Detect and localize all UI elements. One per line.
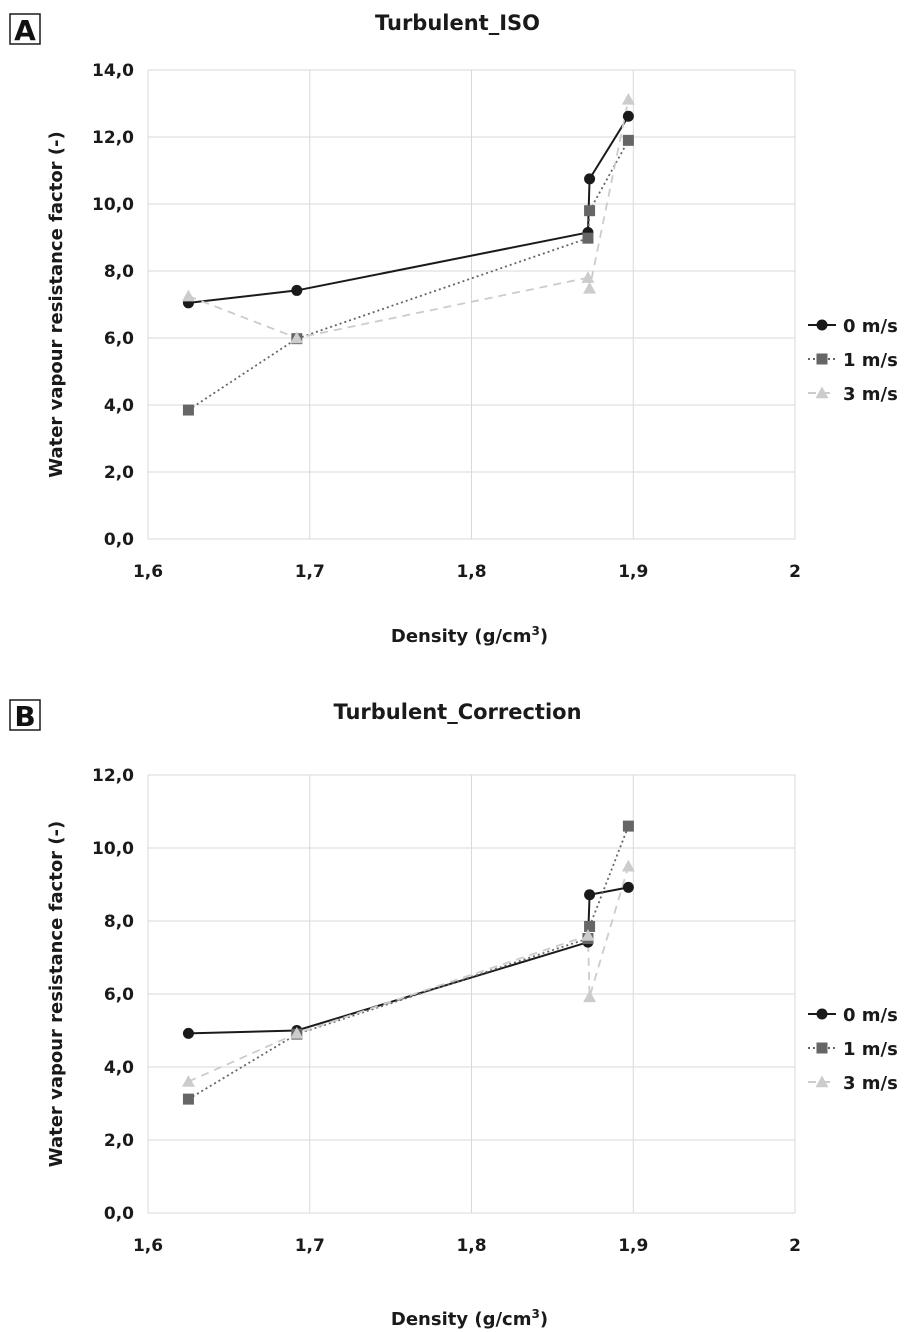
data-point-series-0 xyxy=(291,284,303,296)
y-tick-label: 0,0 xyxy=(104,530,134,550)
legend-marker xyxy=(816,319,828,331)
data-point-series-2 xyxy=(583,281,597,294)
data-point-series-2 xyxy=(621,859,635,872)
data-point-series-2 xyxy=(181,289,195,302)
legend-label: 3 m/s xyxy=(843,384,898,405)
series-line-2 xyxy=(188,99,630,339)
series-line-1 xyxy=(187,139,630,411)
data-point-series-0 xyxy=(584,889,596,901)
series-line-0 xyxy=(188,886,629,1035)
data-point-series-1 xyxy=(582,232,594,244)
legend-marker xyxy=(816,1042,828,1054)
series-line-1 xyxy=(187,825,630,1100)
legend-label: 0 m/s xyxy=(843,1005,898,1026)
x-tick-label: 1,9 xyxy=(618,562,648,582)
legend-label: 1 m/s xyxy=(843,1039,898,1060)
legend-label: 3 m/s xyxy=(843,1073,898,1094)
x-tick-label: 1,8 xyxy=(456,562,486,582)
legend-marker xyxy=(816,1008,828,1020)
data-point-series-2 xyxy=(621,92,635,105)
data-point-series-0 xyxy=(622,110,634,122)
y-tick-label: 14,0 xyxy=(92,61,134,81)
y-tick-label: 12,0 xyxy=(92,766,134,786)
x-tick-label: 1,6 xyxy=(133,562,163,582)
data-point-series-2 xyxy=(583,990,597,1003)
x-tick-label: 1,7 xyxy=(295,1236,325,1256)
chart-panel-b: B Turbulent_Correction 0,0 2,0 4,0 6,0 8,0 10,0… xyxy=(9,699,898,1330)
data-point-series-1 xyxy=(622,134,634,146)
x-tick-label: 2 xyxy=(789,562,801,582)
x-axis-label: Density (g/cm3) xyxy=(391,624,548,647)
legend-marker xyxy=(816,353,828,365)
y-tick-label: 2,0 xyxy=(104,1131,134,1151)
panel-label: B xyxy=(14,700,35,733)
data-point-series-1 xyxy=(182,1093,194,1105)
x-axis-label-superscript: 3 xyxy=(531,1307,539,1321)
data-point-series-2 xyxy=(290,1026,304,1039)
chart-panel-a: A Turbulent_ISO 0,0 2,0 4,0 6,0 8,0 10,0 12,0 14,… xyxy=(9,11,898,647)
y-tick-label: 8,0 xyxy=(104,912,134,932)
x-tick-label: 1,7 xyxy=(295,562,325,582)
chart-title: Turbulent_ISO xyxy=(375,11,540,35)
x-axis-label: Density (g/cm3) xyxy=(391,1307,548,1330)
y-tick-label: 12,0 xyxy=(92,128,134,148)
data-point-series-0 xyxy=(622,881,634,893)
panel-label-box xyxy=(9,13,41,45)
x-axis-label-text: Density (g/cm xyxy=(391,626,532,647)
panel-label-box xyxy=(9,699,41,731)
data-point-series-0 xyxy=(182,1027,194,1039)
data-point-series-0 xyxy=(584,173,596,185)
y-tick-label: 2,0 xyxy=(104,463,134,483)
y-tick-label: 6,0 xyxy=(104,985,134,1005)
y-tick-label: 4,0 xyxy=(104,396,134,416)
series-line-0 xyxy=(188,115,630,304)
x-tick-label: 1,9 xyxy=(618,1236,648,1256)
series-line-2 xyxy=(188,865,630,1083)
legend-marker xyxy=(815,386,829,399)
y-tick-label: 10,0 xyxy=(92,195,134,215)
panel-label: A xyxy=(14,14,36,47)
legend-marker xyxy=(815,1075,829,1088)
data-point-series-2 xyxy=(581,271,595,283)
y-axis-label: Water vapour resistance factor (-) xyxy=(46,131,67,477)
y-tick-label: 0,0 xyxy=(104,1204,134,1224)
data-point-series-1 xyxy=(622,820,634,832)
x-axis-label-text: Density (g/cm xyxy=(391,1309,532,1330)
legend-label: 0 m/s xyxy=(843,316,898,337)
data-point-series-2 xyxy=(181,1075,195,1087)
data-point-series-1 xyxy=(584,205,596,217)
x-tick-label: 2 xyxy=(789,1236,801,1256)
x-axis-label-superscript: 3 xyxy=(531,624,539,638)
y-tick-label: 8,0 xyxy=(104,262,134,282)
x-tick-label: 1,8 xyxy=(456,1236,486,1256)
chart-title: Turbulent_Correction xyxy=(333,700,581,724)
x-axis-label-close: ) xyxy=(540,626,548,647)
data-point-series-2 xyxy=(290,331,304,344)
y-axis-label: Water vapour resistance factor (-) xyxy=(46,821,67,1167)
data-point-series-1 xyxy=(182,404,194,416)
y-tick-label: 4,0 xyxy=(104,1058,134,1078)
legend-label: 1 m/s xyxy=(843,350,898,371)
y-tick-label: 6,0 xyxy=(104,329,134,349)
data-point-series-2 xyxy=(581,929,595,941)
data-point-series-1 xyxy=(584,920,596,932)
x-axis-label-close: ) xyxy=(540,1309,548,1330)
x-tick-label: 1,6 xyxy=(133,1236,163,1256)
y-tick-label: 10,0 xyxy=(92,839,134,859)
